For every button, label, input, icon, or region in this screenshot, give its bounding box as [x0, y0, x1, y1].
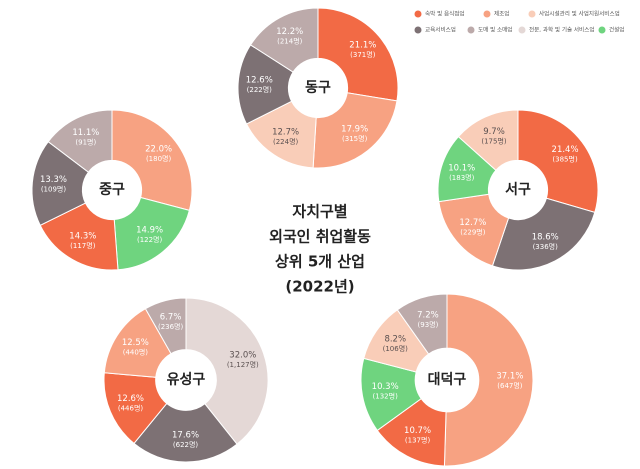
slice-count: (122명): [137, 235, 163, 244]
district-label: 동구: [305, 80, 331, 96]
slice-percent: 17.9%: [341, 124, 368, 134]
legend-label: 전문, 과학 및 기술 서비스업: [529, 26, 595, 34]
legend-label: 건설업: [609, 26, 624, 34]
donut-slice: [111, 109, 193, 211]
donut-slice: [396, 293, 448, 355]
main-title: 상위 5개 산업: [275, 253, 365, 271]
donut-slice: [113, 196, 190, 271]
donut-slice: [457, 109, 519, 171]
slice-count: (175명): [481, 136, 507, 145]
district-label: 서구: [505, 182, 531, 198]
slice-count: (622명): [173, 440, 199, 449]
main-title: 외국인 취업활동: [269, 228, 371, 246]
slice-count: (183명): [449, 173, 475, 182]
legend-label: 도매 및 소매업: [478, 26, 512, 34]
slice-percent: 37.1%: [496, 371, 523, 381]
legend-swatch: [598, 26, 606, 34]
slice-percent: 6.7%: [160, 312, 182, 322]
legend-swatch: [414, 10, 422, 18]
main-title: (2022년): [285, 278, 354, 296]
legend-swatch: [483, 10, 491, 18]
slice-percent: 14.9%: [136, 226, 163, 236]
donut-slice: [133, 402, 238, 463]
legend-label: 제조업: [494, 10, 509, 18]
slice-count: (336명): [533, 242, 559, 251]
slice-percent: 12.6%: [117, 394, 144, 404]
donut-slice: [443, 293, 534, 467]
slice-percent: 14.3%: [69, 232, 96, 242]
slice-percent: 8.2%: [384, 335, 406, 345]
slice-count: (106명): [383, 344, 409, 353]
slice-percent: 12.7%: [272, 128, 299, 138]
legend-swatch: [467, 26, 475, 34]
donut-slice: [47, 109, 113, 173]
slice-percent: 17.6%: [172, 431, 199, 441]
donut-slice: [491, 197, 596, 271]
slice-percent: 32.0%: [229, 351, 256, 361]
donut-slice: [317, 7, 399, 102]
slice-count: (180명): [146, 154, 172, 163]
slice-count: (91명): [75, 137, 96, 146]
slice-count: (93명): [418, 320, 439, 329]
legend-swatch: [528, 10, 536, 18]
slice-percent: 12.5%: [122, 338, 149, 348]
slice-count: (222명): [247, 85, 273, 94]
slice-percent: 10.3%: [372, 382, 399, 392]
donut-slice: [185, 297, 269, 445]
slice-percent: 7.2%: [417, 311, 439, 321]
legend-swatch: [414, 26, 422, 34]
donut-slice: [245, 100, 317, 169]
donut-slice: [312, 92, 398, 169]
donut-slice: [39, 202, 119, 271]
slice-count: (109명): [41, 184, 67, 193]
slice-percent: 18.6%: [532, 233, 559, 243]
legend-label: 숙박 및 음식점업: [425, 10, 465, 18]
donut-slice: [144, 297, 187, 355]
legend-swatch: [518, 26, 526, 34]
slice-count: (1,127명): [227, 360, 259, 369]
slice-count: (132명): [373, 392, 399, 401]
slice-percent: 12.6%: [246, 75, 273, 85]
slice-count: (315명): [342, 134, 368, 143]
district-label: 대덕구: [428, 371, 467, 388]
slice-count: (446명): [118, 403, 144, 412]
district-label: 중구: [99, 182, 125, 198]
slice-count: (385명): [552, 155, 578, 164]
district-label: 유성구: [167, 372, 206, 388]
donut-slice: [237, 44, 294, 125]
slice-percent: 13.3%: [40, 175, 67, 185]
slice-count: (117명): [70, 241, 96, 250]
slice-count: (229명): [460, 228, 486, 237]
donut: 37.1%(647명) 10.7%(137명) 10.3%(132명) 8.2%(10…: [360, 293, 534, 467]
slice-count: (440명): [123, 347, 149, 356]
slice-percent: 12.7%: [459, 218, 486, 228]
slice-count: (224명): [273, 137, 299, 146]
donut: 22.0%(180명) 14.9%(122명) 14.3%(117명) 13.3%(1…: [31, 109, 193, 271]
slice-percent: 9.7%: [483, 127, 505, 137]
slice-percent: 21.1%: [349, 40, 376, 50]
slice-count: (647명): [497, 381, 523, 390]
slice-count: (371명): [350, 50, 376, 59]
slice-percent: 21.4%: [552, 145, 579, 155]
slice-count: (137명): [405, 436, 431, 445]
slice-percent: 22.0%: [145, 145, 172, 155]
slice-percent: 11.1%: [72, 128, 99, 138]
donut-slice: [517, 109, 599, 214]
main-title: 자치구별: [292, 203, 347, 221]
slice-percent: 12.2%: [276, 27, 303, 37]
donut: 21.4%(385명)18.6%(336명)12.7%(229명)10.1%(1…: [437, 109, 599, 271]
legend-label: 교육서비스업: [425, 26, 456, 34]
slice-count: (236명): [158, 322, 184, 331]
donut: 32.0%(1,127명) 17.6%(622명) 12.6%(446명) 12.5%…: [103, 297, 269, 463]
slice-count: (214명): [277, 36, 303, 45]
donut-slice: [249, 7, 319, 73]
slice-percent: 10.1%: [448, 164, 475, 174]
donut: 21.1%(371명)17.9%(315명)12.7%(224명)12.6%(2…: [237, 7, 399, 169]
legend-label: 사업시설관리 및 사업지원서비스업: [539, 10, 620, 18]
slice-percent: 10.7%: [404, 426, 431, 436]
